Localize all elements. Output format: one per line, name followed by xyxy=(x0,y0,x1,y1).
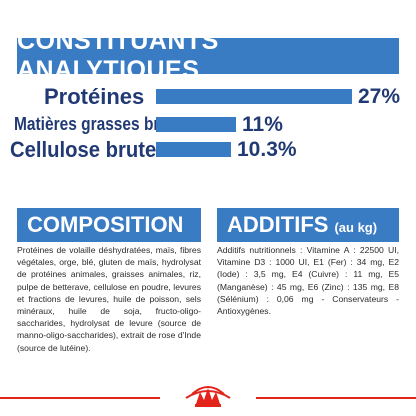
composition-banner: COMPOSITION xyxy=(17,208,201,242)
composition-title: COMPOSITION xyxy=(27,212,184,237)
nutrient-value: 11% xyxy=(242,113,283,136)
nutrient-label: Cellulose brute xyxy=(10,137,157,162)
nutrient-value: 10.3% xyxy=(237,138,297,161)
royal-canin-crown-logo-icon xyxy=(160,380,256,416)
composition-text: Protéines de volaille déshydratées, maïs… xyxy=(17,245,201,353)
nutrient-label: Matières grasses brutes xyxy=(14,114,192,134)
additives-title: ADDITIFS xyxy=(227,212,329,237)
additives-text: Additifs nutritionnels : Vitamine A : 22… xyxy=(217,245,399,317)
nutrient-bar xyxy=(156,89,352,104)
crown-logo-svg xyxy=(185,386,231,407)
nutrient-bar xyxy=(156,142,231,157)
nutrient-row-proteins: Protéines 27% xyxy=(0,84,416,110)
nutrient-label: Protéines xyxy=(44,84,145,109)
analytic-constituents-banner: CONSTITUANTS ANALYTIQUES xyxy=(17,27,399,84)
nutrient-value: 27% xyxy=(358,85,401,108)
nutrient-row-fat: Matières grasses brutes 11% xyxy=(0,112,416,138)
additives-subtitle: (au kg) xyxy=(334,219,378,235)
nutrient-bar xyxy=(156,117,236,132)
analytic-constituents-title: CONSTITUANTS ANALYTIQUES xyxy=(17,27,219,84)
nutrient-row-fiber: Cellulose brute 10.3% xyxy=(0,137,416,163)
additives-banner: ADDITIFS (au kg) xyxy=(217,208,399,242)
